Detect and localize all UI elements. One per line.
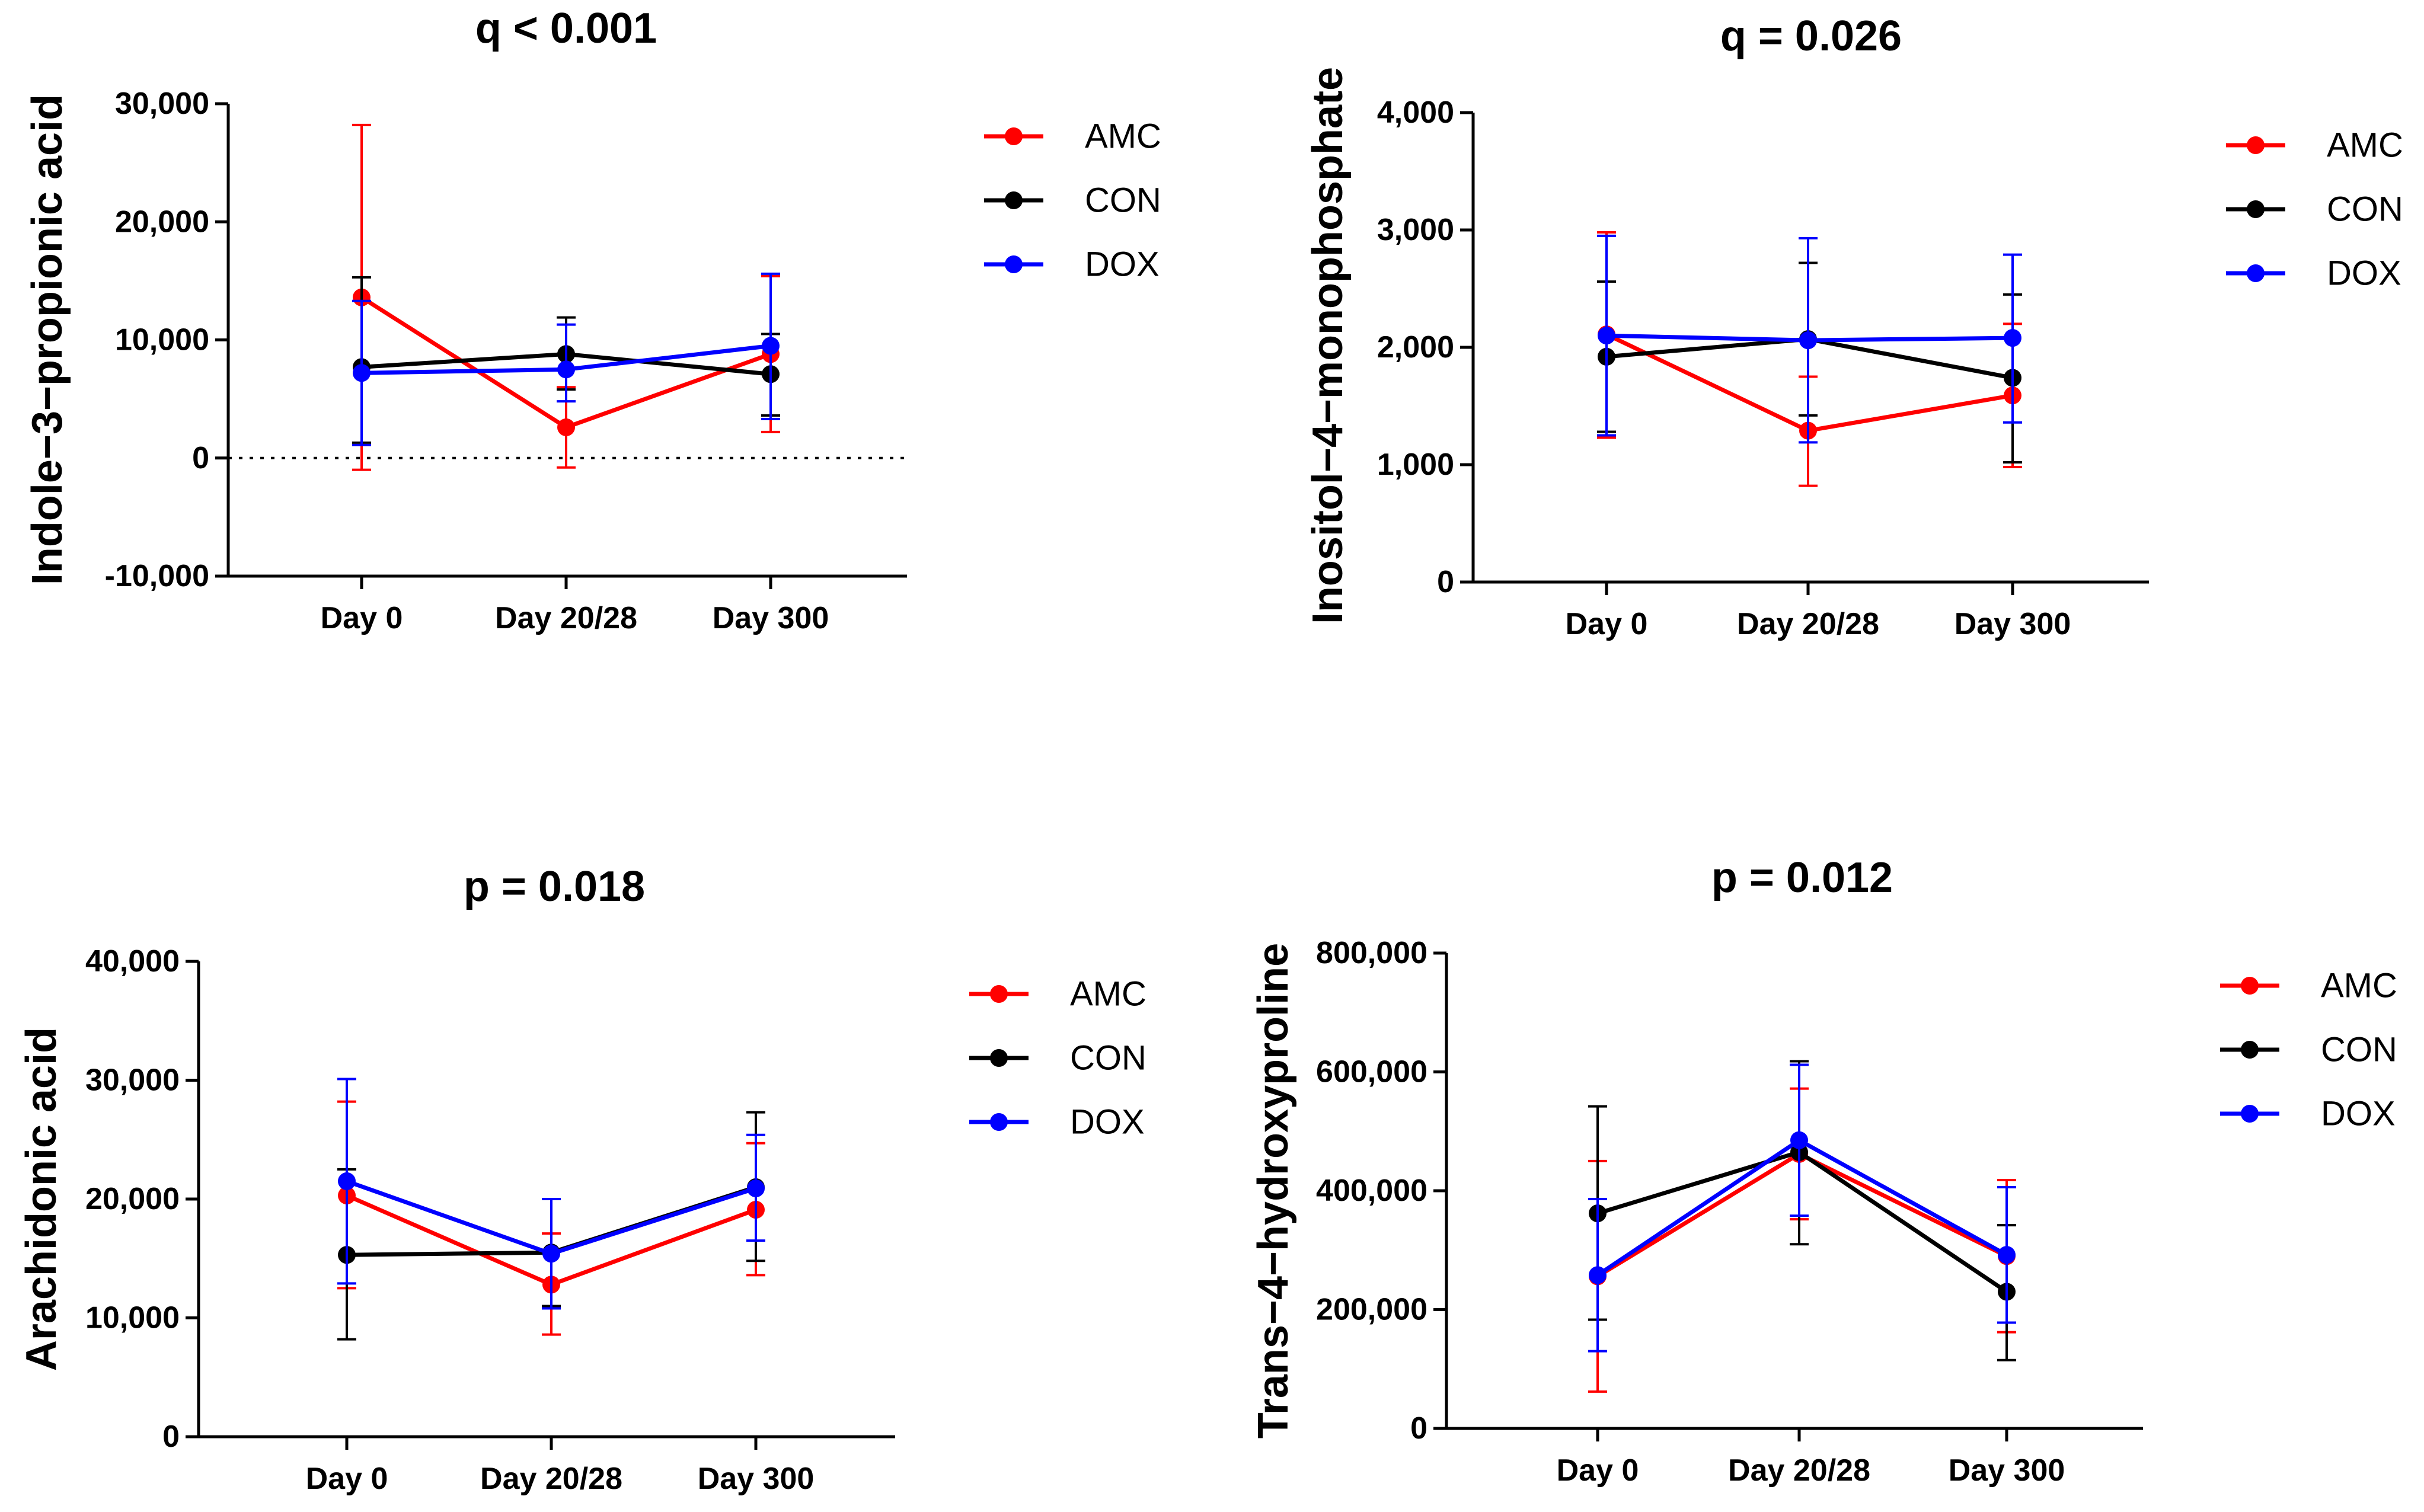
legend-label-amc: AMC [2327, 126, 2403, 165]
y-tick-label: 30,000 [85, 1063, 180, 1098]
y-axis-label: Trans−4−hydroxyproline [1250, 943, 1297, 1439]
legend-marker-con [1005, 191, 1023, 209]
y-tick-label: 1,000 [1377, 447, 1454, 482]
data-point-dox [557, 360, 575, 379]
legend-marker-con [2247, 200, 2265, 218]
x-tick-label: Day 300 [1954, 607, 2071, 641]
legend-label-dox: DOX [1085, 245, 1160, 284]
x-tick-label: Day 0 [306, 1462, 388, 1496]
chart-panel-1: q < 0.001 Indole−3−propionic acid -10,000 0… [24, 5, 1161, 635]
data-point-dox [762, 337, 780, 355]
x-tick-label: Day 300 [698, 1462, 815, 1496]
y-tick-label: 200,000 [1316, 1293, 1427, 1327]
legend-marker-dox [2241, 1105, 2259, 1123]
legend-marker-con [2241, 1041, 2259, 1059]
x-tick-label: Day 20/28 [495, 601, 637, 635]
x-tick-label: Day 300 [1949, 1453, 2065, 1488]
legend-label-amc: AMC [1085, 117, 1161, 156]
chart-panel-4: p = 0.012 Trans−4−hydroxyproline 0 200,000 4… [1250, 854, 2397, 1488]
data-point-dox [1598, 327, 1615, 345]
chart-title: q = 0.026 [1720, 12, 1902, 60]
series-dox [1588, 1063, 2016, 1353]
legend: AMC CON DOX [2226, 126, 2403, 293]
data-point-dox [747, 1179, 765, 1197]
y-tick-label: 40,000 [85, 944, 180, 979]
x-tick-label: Day 20/28 [1737, 607, 1879, 641]
legend-marker-con [990, 1049, 1008, 1067]
x-tick-label: Day 0 [1557, 1453, 1639, 1488]
y-tick-label: 0 [192, 441, 209, 475]
y-tick-label: 2,000 [1377, 330, 1454, 365]
legend-label-con: CON [1070, 1039, 1146, 1078]
x-tick-label: Day 20/28 [1728, 1453, 1870, 1488]
legend: AMC CON DOX [969, 975, 1146, 1142]
legend-label-amc: AMC [2321, 967, 2397, 1005]
data-point-dox [1998, 1246, 2016, 1264]
data-point-dox [1589, 1266, 1607, 1284]
legend-label-con: CON [1085, 181, 1161, 220]
legend-marker-dox [990, 1113, 1008, 1131]
x-tick-label: Day 20/28 [480, 1462, 622, 1496]
legend: AMC CON DOX [984, 117, 1161, 284]
y-tick-label: -10,000 [105, 559, 209, 593]
y-tick-label: 4,000 [1377, 95, 1454, 130]
series-dox [337, 1078, 765, 1310]
legend-label-dox: DOX [2321, 1095, 2396, 1133]
y-axis-label: Arachidonic acid [18, 1027, 65, 1371]
y-tick-label: 0 [162, 1420, 180, 1454]
data-point-dox [542, 1245, 560, 1263]
legend-marker-dox [2247, 264, 2265, 282]
legend-marker-amc [990, 985, 1008, 1003]
y-tick-label: 20,000 [115, 204, 209, 239]
series-dox [352, 272, 780, 446]
legend-marker-amc [1005, 127, 1023, 145]
legend-label-con: CON [2321, 1031, 2397, 1069]
chart-title: p = 0.012 [1711, 854, 1893, 902]
legend: AMC CON DOX [2220, 967, 2397, 1133]
y-tick-label: 20,000 [85, 1182, 180, 1216]
y-tick-label: 0 [1437, 565, 1454, 599]
y-tick-label: 800,000 [1316, 936, 1427, 970]
data-point-dox [2004, 329, 2021, 347]
y-tick-label: 3,000 [1377, 213, 1454, 247]
y-tick-label: 30,000 [115, 87, 209, 121]
y-tick-label: 600,000 [1316, 1055, 1427, 1089]
legend-label-con: CON [2327, 190, 2403, 229]
chart-title: p = 0.018 [464, 863, 645, 910]
x-tick-label: Day 0 [1566, 607, 1648, 641]
series-dox [1597, 234, 2022, 444]
chart-panel-2: q = 0.026 Inositol−4−monophosphate 0 1,000 2… [1304, 12, 2403, 641]
data-point-amc [557, 418, 575, 436]
y-axis-label: Indole−3−propionic acid [24, 94, 71, 585]
chart-panel-3: p = 0.018 Arachidonic acid 0 10,000 20,000 30… [18, 863, 1146, 1496]
x-tick-label: Day 300 [713, 601, 829, 635]
legend-label-dox: DOX [2327, 254, 2401, 293]
chart-title: q < 0.001 [475, 5, 657, 52]
x-tick-label: Day 0 [321, 601, 403, 635]
legend-label-amc: AMC [1070, 975, 1146, 1014]
data-point-dox [338, 1172, 356, 1190]
y-axis-label: Inositol−4−monophosphate [1304, 67, 1352, 624]
legend-marker-amc [2247, 136, 2265, 154]
data-point-dox [1790, 1131, 1808, 1149]
legend-marker-dox [1005, 255, 1023, 273]
y-tick-label: 10,000 [85, 1301, 180, 1335]
y-tick-label: 400,000 [1316, 1174, 1427, 1208]
y-tick-label: 10,000 [115, 323, 209, 357]
data-point-dox [353, 364, 371, 382]
legend-marker-amc [2241, 977, 2259, 995]
data-point-dox [1799, 331, 1817, 350]
y-tick-label: 0 [1410, 1411, 1427, 1446]
legend-label-dox: DOX [1070, 1103, 1145, 1142]
